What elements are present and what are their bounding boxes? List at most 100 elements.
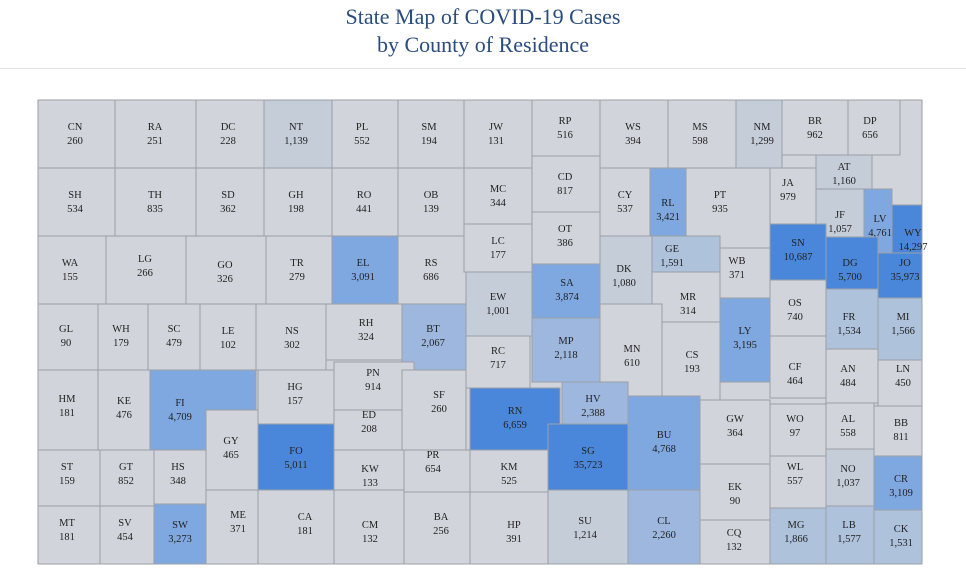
county-dg[interactable]: DG 5,700 [825, 236, 879, 290]
county-rs[interactable]: RS 686 [397, 235, 467, 305]
county-al[interactable]: AL 558 [825, 402, 875, 450]
county-mg[interactable]: MG 1,866 [769, 507, 827, 565]
county-mn[interactable]: MN 610 [599, 303, 663, 397]
county-ws[interactable]: WS 394 [599, 99, 669, 169]
county-nm[interactable]: NM 1,299 [735, 99, 783, 169]
county-sn[interactable]: SN 10,687 [769, 223, 827, 281]
county-hm[interactable]: HM 181 [37, 369, 99, 451]
county-cs[interactable]: CS 193 [661, 321, 721, 401]
county-bu[interactable]: BU 4,768 [627, 395, 701, 491]
county-lg[interactable]: LG 266 [105, 235, 187, 305]
county-rc[interactable]: RC 717 [465, 335, 531, 389]
county-hv[interactable]: HV 2,388 [561, 381, 629, 425]
county-mp[interactable]: MP 2,118 [531, 317, 601, 383]
county-mi[interactable]: MI 1,566 [877, 297, 923, 361]
county-mc[interactable]: MC 344 [463, 167, 533, 225]
county-lc[interactable]: LC 177 [463, 223, 533, 273]
county-cq[interactable]: CQ 132 [699, 519, 771, 565]
county-wh[interactable]: WH 179 [97, 303, 149, 371]
county-rh[interactable]: RH 324 [325, 303, 403, 361]
county-sc[interactable]: SC 479 [147, 303, 201, 371]
county-an[interactable]: AN 484 [825, 348, 879, 404]
county-st[interactable]: ST 159 [37, 449, 101, 517]
county-le[interactable]: LE 102 [199, 303, 257, 371]
county-sf[interactable]: SF 260 [401, 369, 467, 451]
county-cr[interactable]: CR 3,109 [873, 455, 923, 511]
county-fo[interactable]: FO 5,011 [257, 423, 335, 491]
county-sh[interactable]: SH 534 [37, 167, 116, 237]
county-sd[interactable]: SD 362 [195, 167, 265, 237]
county-kw[interactable]: KW 133 [333, 449, 405, 491]
county-sm[interactable]: SM 194 [397, 99, 465, 169]
county-wo[interactable]: WO 97 [769, 403, 827, 457]
county-ke[interactable]: KE 476 [97, 369, 151, 451]
county-pr[interactable]: PR 654 [403, 449, 471, 493]
county-gl[interactable]: GL 90 [37, 303, 99, 371]
county-dc[interactable]: DC 228 [195, 99, 265, 169]
county-cd[interactable]: CD 817 [531, 155, 601, 213]
county-ln[interactable]: LN 450 [877, 359, 923, 407]
county-shape [265, 235, 333, 305]
county-ms[interactable]: MS 598 [667, 99, 737, 169]
county-sw[interactable]: SW 3,273 [153, 503, 207, 565]
county-gt[interactable]: GT 852 [99, 449, 155, 517]
county-cn[interactable]: CN 260 [37, 99, 116, 169]
county-me[interactable]: ME 371 [205, 489, 259, 565]
county-rn[interactable]: RN 6,659 [469, 387, 561, 451]
county-su[interactable]: SU 1,214 [547, 489, 629, 565]
county-ca[interactable]: CA 181 [257, 489, 335, 565]
county-gh[interactable]: GH 198 [263, 167, 333, 237]
county-dp[interactable]: DP 656 [847, 99, 901, 156]
county-th[interactable]: TH 835 [114, 167, 197, 237]
county-jw[interactable]: JW 131 [463, 99, 533, 169]
county-bb[interactable]: BB 811 [873, 405, 923, 457]
county-rl[interactable]: RL 3,421 [649, 167, 687, 249]
county-ck[interactable]: CK 1,531 [873, 509, 923, 565]
county-fr[interactable]: FR 1,534 [825, 288, 879, 350]
county-km[interactable]: KM 525 [469, 449, 549, 493]
county-hg[interactable]: HG 157 [257, 369, 335, 425]
county-el[interactable]: EL 3,091 [331, 235, 399, 305]
county-sa[interactable]: SA 3,874 [531, 263, 601, 319]
county-cy[interactable]: CY 537 [599, 167, 651, 237]
county-dk[interactable]: DK 1,080 [599, 235, 653, 305]
county-ot[interactable]: OT 386 [531, 211, 601, 265]
county-jo[interactable]: JO 35,973 [877, 252, 923, 299]
county-pt[interactable]: PT 935 [685, 167, 771, 249]
county-sv[interactable]: SV 454 [99, 505, 155, 565]
county-ek[interactable]: EK 90 [699, 463, 771, 521]
county-ro[interactable]: RO 441 [331, 167, 399, 237]
county-gy[interactable]: GY 465 [205, 409, 259, 491]
county-go[interactable]: GO 326 [185, 235, 267, 305]
county-ly[interactable]: LY 3,195 [719, 297, 771, 383]
county-lb[interactable]: LB 1,577 [825, 505, 875, 565]
county-at[interactable]: AT 1,160 [815, 154, 873, 190]
county-wa[interactable]: WA 155 [37, 235, 107, 305]
county-ns[interactable]: NS 302 [255, 303, 327, 371]
county-cl[interactable]: CL 2,260 [627, 489, 701, 565]
county-bt[interactable]: BT 2,067 [401, 303, 467, 371]
county-ba[interactable]: BA 256 [403, 491, 471, 565]
county-mt[interactable]: MT 181 [37, 505, 101, 565]
county-shape [257, 489, 335, 565]
county-ge[interactable]: GE 1,591 [651, 235, 721, 273]
county-rp[interactable]: RP 516 [531, 99, 601, 157]
county-tr[interactable]: TR 279 [265, 235, 333, 305]
county-gw[interactable]: GW 364 [699, 399, 771, 465]
county-pl[interactable]: PL 552 [331, 99, 399, 169]
county-no[interactable]: NO 1,037 [825, 448, 875, 507]
county-nt[interactable]: NT 1,139 [263, 99, 333, 169]
county-sg[interactable]: SG 35,723 [547, 423, 629, 491]
county-ew[interactable]: EW 1,001 [465, 271, 533, 337]
county-br[interactable]: BR 962 [781, 99, 849, 156]
county-cm[interactable]: CM 132 [333, 489, 405, 565]
county-wl[interactable]: WL 557 [769, 455, 827, 509]
county-ja[interactable]: JA 979 [769, 167, 817, 225]
county-cf[interactable]: CF 464 [769, 335, 827, 399]
county-wy[interactable]: WY 14,297 [891, 204, 927, 254]
county-ob[interactable]: OB 139 [397, 167, 465, 237]
county-ra[interactable]: RA 251 [114, 99, 197, 169]
county-hs[interactable]: HS 348 [153, 449, 207, 505]
county-hp[interactable]: HP 391 [469, 491, 549, 565]
county-os[interactable]: OS 740 [769, 279, 827, 337]
